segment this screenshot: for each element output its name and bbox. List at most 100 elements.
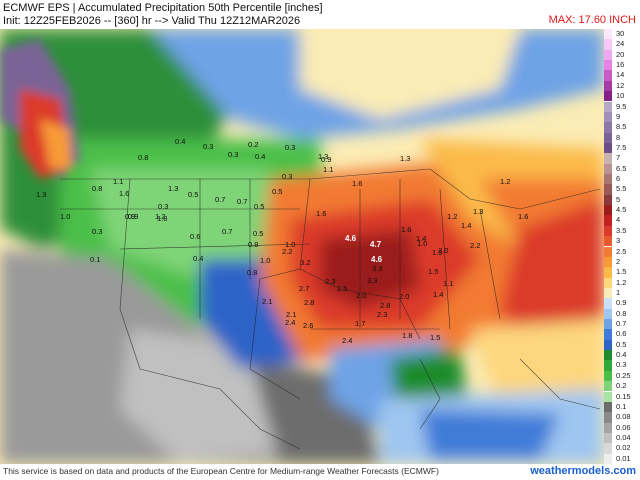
precip-value-label: 1.0 bbox=[60, 212, 70, 221]
precip-value-label: 0.3 bbox=[282, 172, 292, 181]
legend-value: 0.4 bbox=[616, 350, 627, 360]
legend-swatch bbox=[604, 174, 612, 185]
precip-value-label: 1.3 bbox=[432, 248, 442, 257]
legend-swatch bbox=[604, 339, 612, 351]
precip-value-label: 0.8 bbox=[92, 184, 102, 193]
precip-value-label: 0.9 bbox=[128, 212, 138, 221]
legend-row: 0.25 bbox=[604, 370, 640, 382]
legend-swatch bbox=[604, 225, 612, 237]
precip-value-label: 3.2 bbox=[300, 258, 310, 267]
legend-value: 5.5 bbox=[616, 184, 627, 194]
legend-value: 7.5 bbox=[616, 142, 627, 152]
legend-swatch bbox=[604, 360, 612, 371]
legend-row: 3 bbox=[604, 236, 640, 247]
legend-row: 9 bbox=[604, 111, 640, 123]
legend-swatch bbox=[604, 277, 612, 288]
precip-value-label: 0.4 bbox=[255, 152, 265, 161]
legend-value: 24 bbox=[616, 39, 625, 49]
legend-value: 20 bbox=[616, 49, 625, 59]
legend-row: 7 bbox=[604, 153, 640, 164]
precip-value-label: 1.7 bbox=[355, 319, 365, 328]
legend-value: 14 bbox=[616, 70, 625, 80]
precip-value-label: 1.3 bbox=[473, 207, 483, 216]
legend-value: 0.8 bbox=[616, 308, 627, 318]
legend-swatch bbox=[604, 267, 612, 278]
legend-row: 0.2 bbox=[604, 381, 640, 392]
legend-value: 0.1 bbox=[616, 401, 627, 411]
precip-value-label: 2.3 bbox=[377, 310, 387, 319]
legend-value: 30 bbox=[616, 29, 625, 38]
precip-value-label: 1.4 bbox=[433, 290, 443, 299]
legend-swatch bbox=[604, 153, 612, 164]
boundary-lines bbox=[60, 168, 601, 450]
map-header: ECMWF EPS | Accumulated Precipitation 50… bbox=[0, 0, 640, 28]
legend-value: 6.5 bbox=[616, 163, 627, 173]
precip-value-label: 2.4 bbox=[285, 318, 295, 327]
legend-value: 0.7 bbox=[616, 319, 627, 328]
legend-row: 10 bbox=[604, 91, 640, 102]
brand-link[interactable]: weathermodels.com bbox=[530, 465, 636, 477]
precip-value-label: 0.7 bbox=[215, 195, 225, 204]
legend-swatch bbox=[604, 401, 612, 413]
legend-row: 12 bbox=[604, 80, 640, 92]
legend-swatch bbox=[604, 453, 612, 464]
precip-value-label: 1.4 bbox=[416, 234, 426, 243]
legend-value: 0.06 bbox=[616, 422, 631, 432]
legend-row: 0.08 bbox=[604, 412, 640, 423]
precip-value-label: 0.1 bbox=[90, 255, 100, 264]
precip-value-label: 2.5 bbox=[337, 284, 347, 293]
precip-value-label: 0.4 bbox=[175, 137, 185, 146]
precip-value-label: 4.6 bbox=[345, 234, 357, 243]
legend-row: 5.5 bbox=[604, 184, 640, 195]
legend-value: 1.2 bbox=[616, 277, 627, 287]
legend-row: 0.6 bbox=[604, 329, 640, 340]
legend-value: 0.6 bbox=[616, 329, 627, 339]
legend-swatch bbox=[604, 350, 612, 361]
legend-value: 0.15 bbox=[616, 391, 631, 401]
precip-value-labels: 0.40.3 0.2 0.30.3 0.40.30.81.30.81.61.11.30… bbox=[36, 137, 528, 345]
precip-value-label: 1.3 bbox=[36, 190, 46, 199]
legend-value: 0.02 bbox=[616, 443, 631, 453]
legend-swatch bbox=[604, 194, 612, 206]
pnw-heavy-precip bbox=[0, 39, 80, 179]
legend-swatch bbox=[604, 287, 612, 299]
legend-swatch bbox=[604, 319, 612, 330]
legend-row: 14 bbox=[604, 70, 640, 81]
precip-value-label: 0.4 bbox=[193, 254, 203, 263]
precip-value-label: 0.9 bbox=[125, 212, 135, 221]
precip-value-label: 2.4 bbox=[342, 336, 352, 345]
precip-value-label: 2.1 bbox=[286, 310, 296, 319]
precip-value-label: 1.2 bbox=[155, 212, 165, 221]
legend-swatch bbox=[604, 215, 612, 226]
precip-value-label: 1.6 bbox=[119, 189, 129, 198]
legend-swatch bbox=[604, 60, 612, 71]
legend-swatch bbox=[604, 422, 612, 433]
legend-value: 0.5 bbox=[616, 339, 627, 349]
legend-row: 3.5 bbox=[604, 225, 640, 237]
precip-value-label: 0.3 bbox=[92, 227, 102, 236]
precip-value-label: 1.0 bbox=[285, 240, 295, 249]
precip-value-label: 0.8 bbox=[247, 268, 257, 277]
legend-value: 10 bbox=[616, 91, 625, 101]
precip-value-label: 2.7 bbox=[299, 284, 309, 293]
precip-value-label: 0.3 bbox=[158, 202, 168, 211]
precip-value-label: 1.6 bbox=[352, 179, 362, 188]
legend-value: 12 bbox=[616, 80, 625, 90]
precip-value-label: 1.3 bbox=[168, 184, 178, 193]
legend-row: 0.15 bbox=[604, 391, 640, 402]
precip-value-label: 2.0 bbox=[399, 292, 409, 301]
precip-value-label: 0.3 bbox=[203, 142, 213, 151]
precip-value-label: 1.3 bbox=[400, 154, 410, 163]
legend-swatch bbox=[604, 122, 612, 133]
legend-swatch bbox=[604, 91, 612, 102]
legend-value: 0.08 bbox=[616, 412, 631, 422]
legend-value: 9.5 bbox=[616, 101, 627, 111]
legend-value: 1.5 bbox=[616, 267, 627, 277]
legend-swatch bbox=[604, 443, 612, 454]
precip-value-label: 1.6 bbox=[518, 212, 528, 221]
legend-swatch bbox=[604, 256, 612, 268]
legend-row: 0.7 bbox=[604, 319, 640, 330]
precip-value-label: 2.0 bbox=[438, 246, 448, 255]
legend-row: 6 bbox=[604, 174, 640, 185]
legend-value: 0.9 bbox=[616, 298, 627, 308]
